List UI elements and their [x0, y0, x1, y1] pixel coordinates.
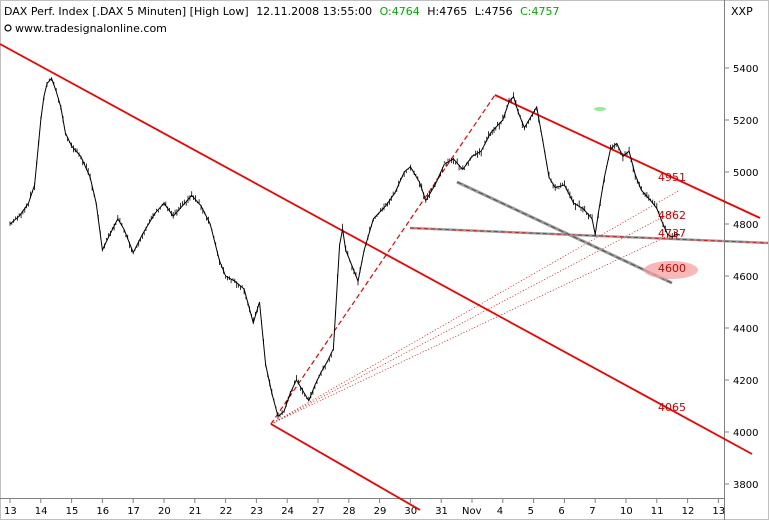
- y-tick-label: 4000: [733, 428, 758, 439]
- x-tick-label: 4: [497, 506, 503, 517]
- level-label-4862: 4862: [658, 209, 686, 222]
- website-label: www.tradesignalonline.com: [15, 22, 167, 35]
- x-tick-label: 20: [158, 506, 171, 517]
- header-text: DAX Perf. Index [.DAX 5 Minuten] [High L…: [4, 5, 559, 18]
- level-labels: 4951 4862 4737 4600 4065: [658, 171, 686, 414]
- fan-line-2: [270, 231, 677, 425]
- x-axis: 13 14 15 16 17 20 21 22 23 24 27 28 29 30 31 Nov 4 5 6 7 10 1…: [4, 498, 725, 517]
- header-low: L:4756: [475, 5, 513, 18]
- level-label-4065: 4065: [658, 401, 686, 414]
- x-tick-label: 22: [220, 506, 233, 517]
- x-tick-label: 15: [66, 506, 79, 517]
- header-instrument: DAX Perf. Index [.DAX 5 Minuten] [High L…: [4, 5, 249, 18]
- uptrend-dashed-line: [270, 94, 496, 425]
- x-tick-label: Nov: [462, 506, 482, 517]
- chart-header: DAX Perf. Index [.DAX 5 Minuten] [High L…: [4, 5, 753, 35]
- y-tick-label: 4400: [733, 324, 758, 335]
- support-line-dash: [409, 227, 769, 244]
- x-tick-label: 17: [127, 506, 140, 517]
- header-open: O:4764: [380, 5, 420, 18]
- fan-line-3: [270, 209, 677, 425]
- symbol-label: XXP: [731, 5, 753, 18]
- x-tick-label: 29: [374, 506, 387, 517]
- price-line: [9, 77, 681, 418]
- x-tick-label: 10: [620, 506, 633, 517]
- copyright-icon: [4, 24, 12, 32]
- x-tick-label: 7: [589, 506, 595, 517]
- level-label-4600: 4600: [658, 262, 686, 275]
- y-tick-label: 5000: [733, 168, 758, 179]
- x-tick-label: 13: [712, 506, 725, 517]
- y-tick-label: 4600: [733, 272, 758, 283]
- x-tick-label: 5: [528, 506, 534, 517]
- y-tick-label: 5200: [733, 116, 758, 127]
- x-tick-label: 11: [651, 506, 664, 517]
- channel-lower-line: [270, 423, 421, 511]
- fan-line-1: [270, 189, 681, 425]
- channel-upper-line: [0, 43, 753, 455]
- header-close: C:4757: [520, 5, 559, 18]
- y-tick-label: 4800: [733, 220, 758, 231]
- x-tick-label: 28: [343, 506, 356, 517]
- x-tick-label: 24: [281, 506, 294, 517]
- x-tick-label: 21: [189, 506, 202, 517]
- x-tick-label: 31: [435, 506, 448, 517]
- header-datetime: 12.11.2008 13:55:00: [256, 5, 372, 18]
- price-bars: [9, 77, 678, 420]
- trend-drawings: [0, 43, 769, 511]
- y-tick-label: 5400: [733, 64, 758, 75]
- x-tick-label: 6: [558, 506, 564, 517]
- x-tick-label: 12: [682, 506, 695, 517]
- x-tick-label: 16: [96, 506, 109, 517]
- x-tick-label: 23: [250, 506, 263, 517]
- x-tick-label: 13: [4, 506, 17, 517]
- x-tick-label: 30: [404, 506, 417, 517]
- header-high: H:4765: [427, 5, 467, 18]
- green-marker: [594, 107, 606, 111]
- short-channel-line: [494, 94, 761, 219]
- y-axis: 5400 5200 5000 4800 4600 4400 4200 4000 3800: [724, 64, 758, 491]
- level-label-4737: 4737: [658, 227, 686, 240]
- y-tick-label: 4200: [733, 376, 758, 387]
- target-ellipse: [644, 261, 698, 279]
- x-tick-label: 27: [312, 506, 325, 517]
- x-tick-label: 14: [35, 506, 48, 517]
- support-line-diagonal: [456, 180, 673, 285]
- y-tick-label: 3800: [733, 480, 758, 491]
- level-label-4951: 4951: [658, 171, 686, 184]
